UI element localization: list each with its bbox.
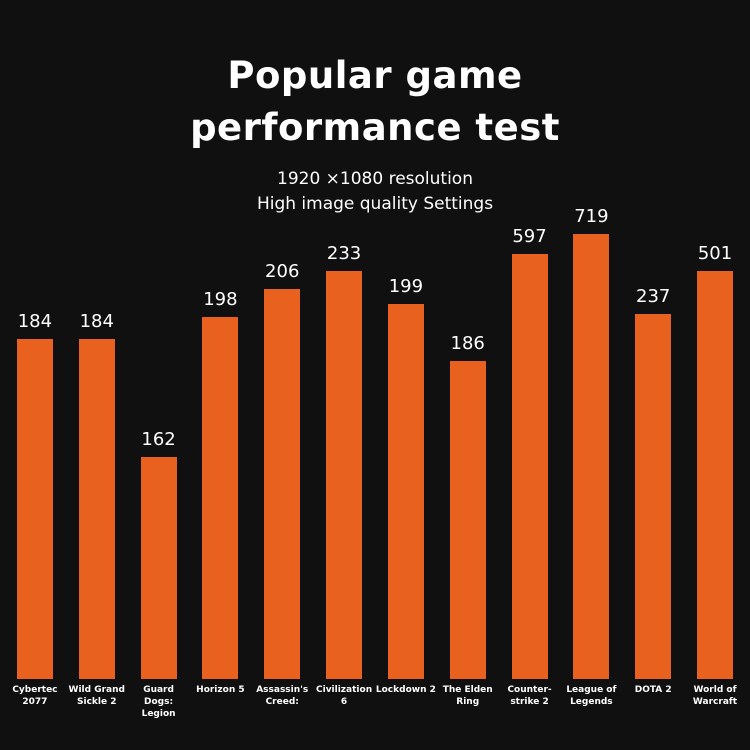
category-label: Cybertec 2077 bbox=[12, 685, 58, 708]
bar-group: 237 DOTA 2 bbox=[622, 286, 684, 710]
bar bbox=[387, 304, 424, 679]
bar bbox=[449, 361, 486, 679]
value-label: 162 bbox=[141, 429, 176, 450]
bar bbox=[264, 289, 301, 679]
category-label: World of Warcraft bbox=[692, 685, 738, 708]
bar bbox=[635, 314, 672, 679]
value-label: 199 bbox=[388, 276, 424, 297]
bar bbox=[573, 234, 610, 679]
value-label: 184 bbox=[79, 311, 114, 332]
chart-subtitle-line-1: 1920 ×1080 resolution bbox=[277, 168, 473, 189]
chart-subtitle: 1920 ×1080 resolution High image quality… bbox=[0, 167, 750, 218]
bar bbox=[511, 254, 548, 679]
chart-subtitle-line-2: High image quality Settings bbox=[256, 194, 494, 215]
bar bbox=[326, 271, 363, 679]
chart-title: Popular game performance test bbox=[0, 0, 750, 154]
value-label: 233 bbox=[326, 243, 362, 264]
category-label: Civilization 6 bbox=[316, 685, 373, 708]
category-label: Counter- strike 2 bbox=[507, 685, 552, 708]
bar-group: 597 Counter- strike 2 bbox=[499, 226, 561, 710]
bar-group: 233 Civilization 6 bbox=[313, 243, 375, 710]
chart-title-line-1: Popular game bbox=[227, 54, 523, 97]
bar bbox=[202, 317, 239, 679]
category-label: Assassin's Creed: bbox=[256, 685, 309, 708]
category-label: Wild Grand Sickle 2 bbox=[68, 685, 125, 708]
value-label: 198 bbox=[203, 289, 238, 310]
bar-group: 162 Guard Dogs: Legion bbox=[128, 429, 190, 720]
bar-group: 501 World of Warcraft bbox=[684, 243, 746, 710]
plot-area: 184 Cybertec 2077 184 Wild Grand Sickle 2 16… bbox=[0, 206, 750, 720]
bar-group: 198 Horizon 5 bbox=[190, 289, 252, 710]
value-label: 186 bbox=[450, 333, 485, 354]
value-label: 184 bbox=[17, 311, 53, 332]
category-label: The Elden Ring bbox=[442, 685, 493, 708]
bar-group: 199 Lockdown 2 bbox=[375, 276, 437, 710]
bar-group: 184 Wild Grand Sickle 2 bbox=[66, 311, 128, 710]
value-label: 237 bbox=[636, 286, 671, 307]
value-label: 719 bbox=[574, 206, 609, 227]
bar-group: 206 Assassin's Creed: bbox=[251, 261, 313, 710]
value-label: 501 bbox=[697, 243, 733, 264]
bar-group: 719 League of Legends bbox=[560, 206, 622, 710]
bar bbox=[78, 339, 115, 679]
bar bbox=[697, 271, 734, 679]
category-label: League of Legends bbox=[566, 685, 617, 708]
bar bbox=[16, 339, 53, 679]
value-label: 597 bbox=[512, 226, 547, 247]
category-label: Horizon 5 bbox=[196, 685, 245, 695]
bar bbox=[140, 457, 177, 679]
bar-group: 184 Cybertec 2077 bbox=[4, 311, 66, 710]
value-label: 206 bbox=[265, 261, 300, 282]
category-label: Guard Dogs: Legion bbox=[141, 685, 176, 720]
bar-group: 186 The Elden Ring bbox=[437, 333, 499, 710]
category-label: Lockdown 2 bbox=[375, 685, 436, 695]
category-label: DOTA 2 bbox=[634, 685, 672, 695]
chart-title-line-2: performance test bbox=[190, 105, 560, 149]
